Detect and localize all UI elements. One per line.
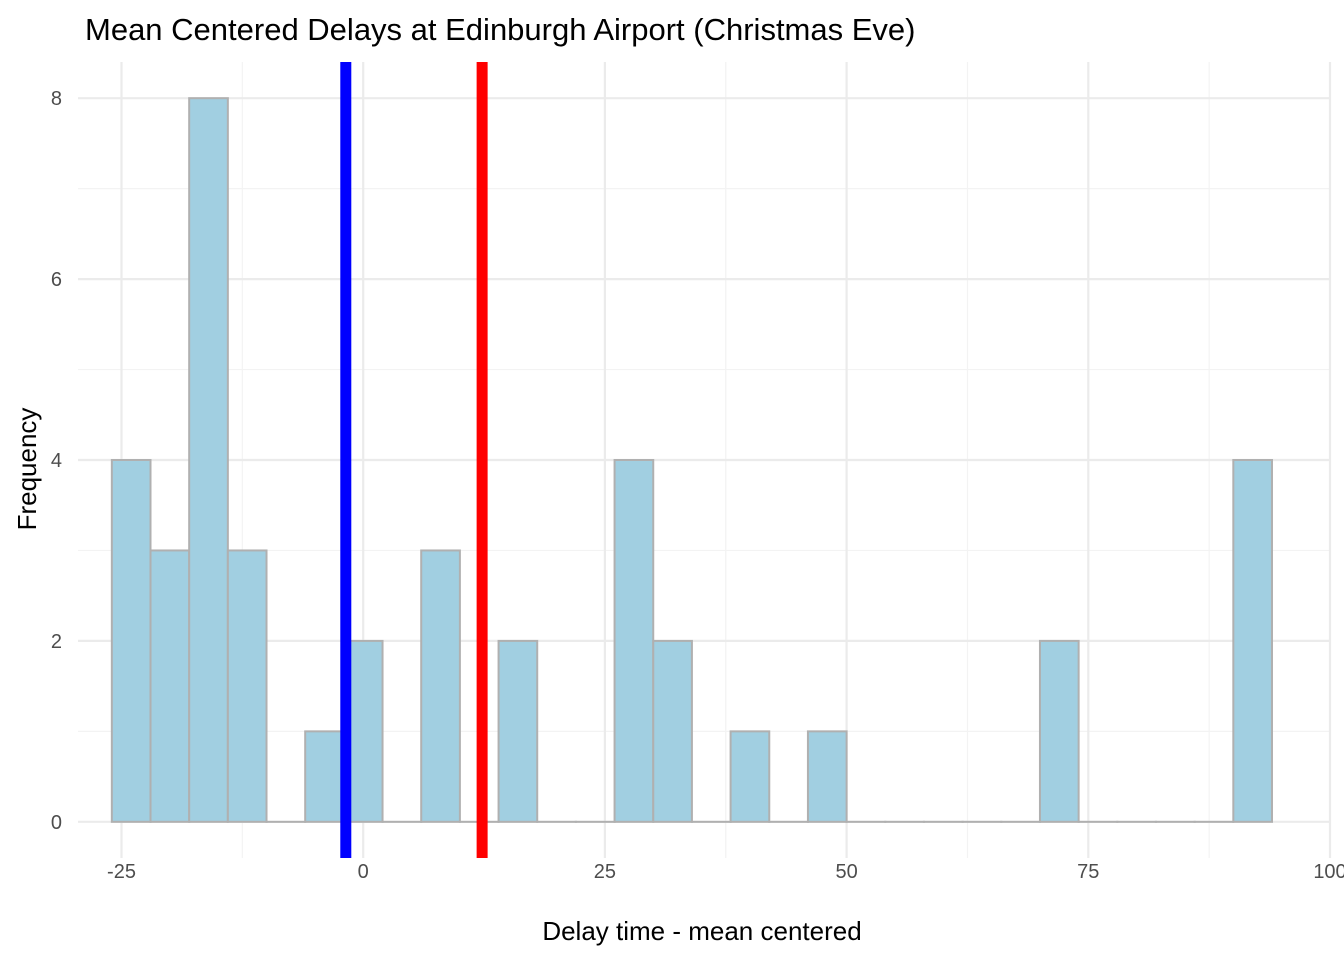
histogram-bar xyxy=(420,549,461,823)
x-axis-title: Delay time - mean centered xyxy=(542,916,861,946)
histogram-bar xyxy=(110,459,152,823)
x-tick-label: -25 xyxy=(107,861,136,883)
x-tick-label: 0 xyxy=(358,861,369,883)
x-axis-ticks: -25 0 25 50 75 100 xyxy=(107,861,1344,883)
x-tick-label: 50 xyxy=(835,861,857,883)
grid xyxy=(78,62,1332,858)
histogram-bars xyxy=(110,97,1273,823)
histogram-bar xyxy=(1038,639,1080,823)
histogram-bar xyxy=(149,549,191,823)
histogram-bar xyxy=(188,97,229,823)
x-tick-label: 75 xyxy=(1077,861,1099,883)
y-tick-label: 4 xyxy=(51,450,62,472)
reference-lines xyxy=(340,62,488,858)
histogram-bar xyxy=(652,639,693,823)
histogram-bar xyxy=(497,639,539,823)
y-axis-ticks: 0 2 4 6 8 xyxy=(51,88,62,834)
histogram-bar xyxy=(1232,459,1273,823)
y-tick-label: 6 xyxy=(51,269,62,291)
histogram-bar xyxy=(613,459,655,823)
x-tick-label: 100 xyxy=(1313,861,1344,883)
x-tick-label: 25 xyxy=(594,861,616,883)
y-axis-title: Frequency xyxy=(12,408,42,531)
histogram-bar xyxy=(304,730,345,823)
y-tick-label: 0 xyxy=(51,812,62,834)
y-tick-label: 8 xyxy=(51,88,62,110)
y-tick-label: 2 xyxy=(51,631,62,653)
histogram-bar xyxy=(226,549,268,823)
histogram-bar xyxy=(806,730,848,823)
chart-title: Mean Centered Delays at Edinburgh Airpor… xyxy=(85,12,915,47)
histogram-bar xyxy=(729,730,771,823)
